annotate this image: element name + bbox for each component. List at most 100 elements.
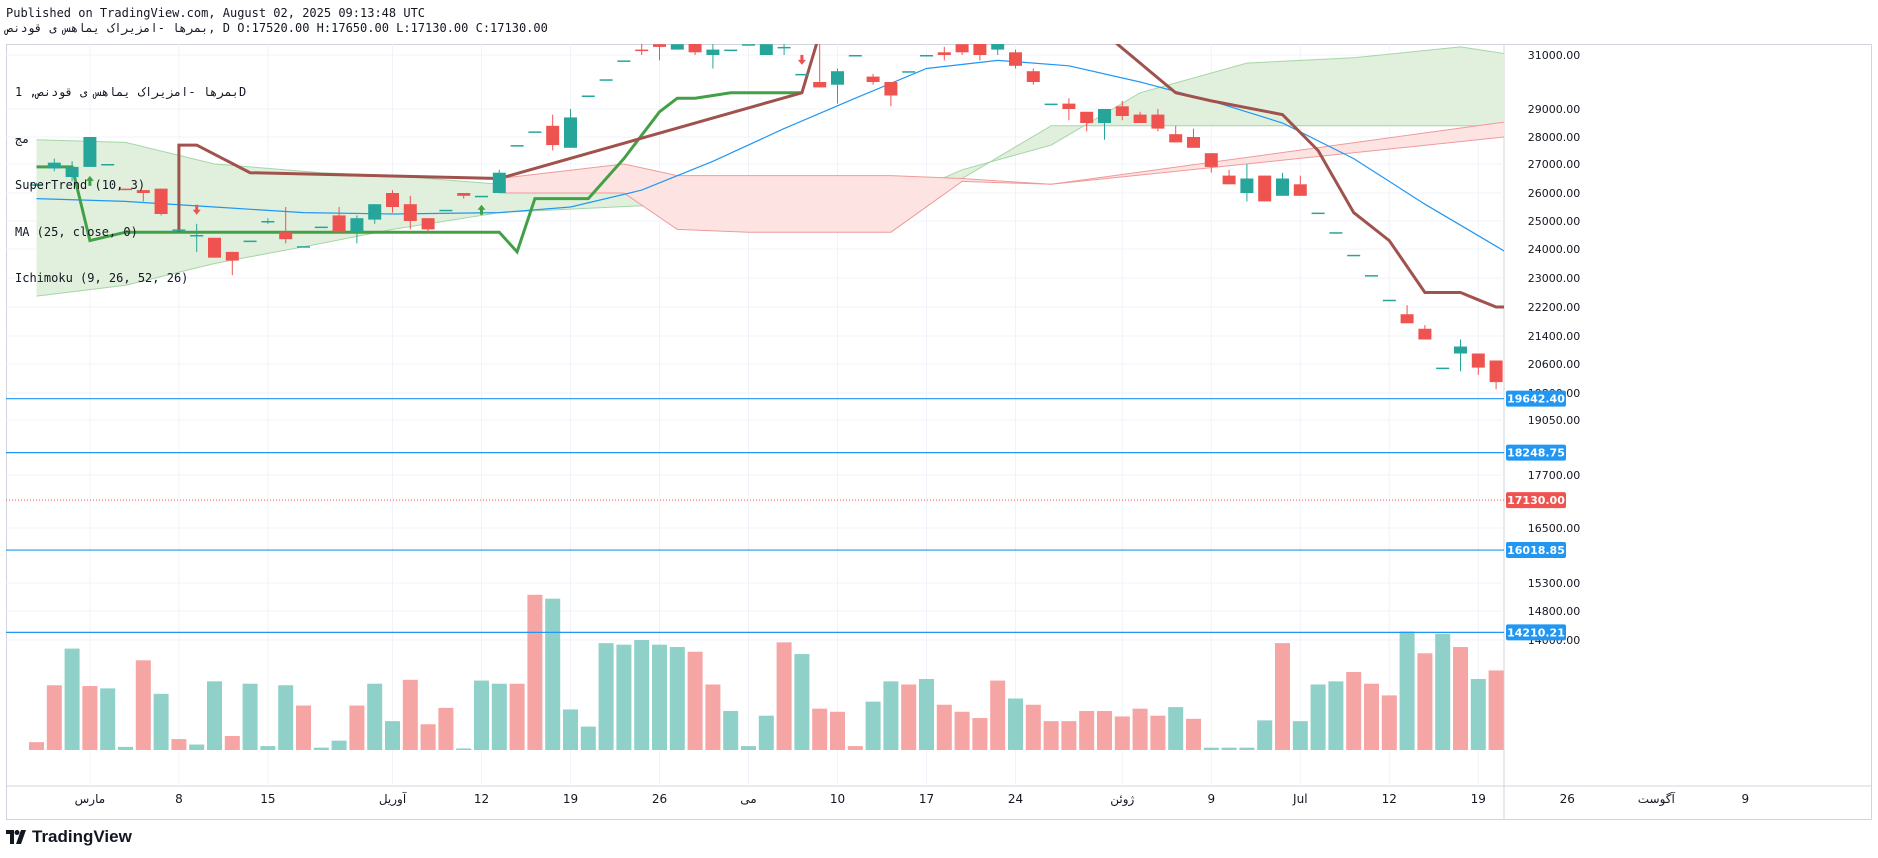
candle-body: [492, 172, 506, 193]
time-tick-label: 9: [1741, 792, 1749, 806]
level-label-bg: [1506, 624, 1566, 641]
candle-body: [1579, 345, 1592, 368]
chart-area[interactable]: 31000.00 29000.00 28000.00 27000.00 26000.00…: [6, 44, 1872, 820]
published-line: Published on TradingView.com, August 02,…: [6, 6, 426, 20]
volume-bar: [1257, 720, 1273, 750]
volume-bar: [331, 740, 347, 750]
volume-bar: [972, 718, 988, 750]
volume-bar: [1150, 715, 1166, 750]
volume-bar: [153, 693, 169, 750]
candle-body: [1009, 52, 1022, 66]
ma-line: [36, 59, 1504, 252]
chart-border: [6, 44, 1872, 820]
candle-body: [670, 44, 684, 50]
price-tick-label: 28000.00: [1528, 131, 1581, 144]
volume-bar: [456, 748, 472, 750]
candle-body: [243, 240, 257, 243]
volume-bar: [46, 685, 62, 750]
volume-bar: [367, 683, 383, 750]
volume-bar: [1310, 684, 1326, 750]
candle-body: [1133, 114, 1147, 123]
candle-body: [759, 44, 773, 55]
volume-bar: [1346, 672, 1362, 750]
candle-body: [1187, 137, 1200, 148]
price-tick-label: 24000.00: [1528, 243, 1581, 256]
candle-body: [190, 235, 204, 237]
candle-body: [1543, 354, 1556, 356]
candle-body: [973, 44, 987, 55]
chart-header: Published on TradingView.com, August 02,…: [6, 6, 548, 36]
plot-layer: [6, 44, 1698, 786]
volume-bar: [1221, 747, 1237, 750]
volume-bar: [189, 744, 205, 750]
ichimoku-cloud-red-fill: [499, 122, 1504, 233]
candle-body: [564, 117, 577, 148]
volume-bar: [634, 640, 650, 750]
volume-bar: [1292, 721, 1308, 750]
candle-body: [1098, 109, 1111, 123]
volume-bar: [1239, 747, 1255, 750]
level-label-bg: [1506, 542, 1566, 559]
time-tick-label: می: [740, 792, 756, 806]
volume-bar: [1008, 698, 1023, 750]
volume-bar: [385, 721, 400, 750]
candle-body: [617, 60, 631, 62]
time-tick-label: 19: [1471, 792, 1486, 806]
level-label-bg: [1506, 390, 1566, 407]
candle-body: [1650, 407, 1663, 411]
volume-bar: [1275, 643, 1290, 750]
time-tick-label: مارس: [75, 792, 106, 807]
candle-body: [1668, 434, 1681, 436]
volume-bar: [1453, 647, 1468, 750]
brand-name: TradingView: [32, 827, 132, 846]
buy-signal-icon: [85, 175, 94, 186]
time-tick-label: Jul: [1292, 792, 1307, 806]
candle-body: [1400, 314, 1414, 324]
volume-bar: [1470, 679, 1486, 750]
volume-bar: [402, 679, 418, 750]
tradingview-brand[interactable]: TradingView: [6, 827, 132, 847]
time-tick-label: آگوست: [1638, 791, 1676, 807]
candle-body: [920, 55, 933, 57]
candle-body: [225, 251, 239, 261]
volume-bar: [616, 644, 632, 750]
candle-body: [688, 44, 702, 53]
price-tick-label: 27000.00: [1528, 158, 1581, 171]
volume-bar: [1595, 650, 1610, 750]
candle-body: [1365, 275, 1378, 277]
volume-bar: [1097, 711, 1112, 750]
candle-body: [1685, 463, 1698, 465]
candle-body: [581, 95, 595, 97]
volume-bar: [1524, 684, 1539, 750]
volume-bar: [919, 679, 934, 750]
candle-body: [154, 188, 168, 214]
volume-bar: [1542, 727, 1557, 750]
volume-bar: [847, 746, 863, 750]
volume-bar: [830, 711, 845, 750]
volume-bar: [794, 654, 810, 750]
price-tick-label: 19050.00: [1528, 414, 1581, 427]
volume-bar: [1435, 633, 1451, 750]
price-chart[interactable]: 31000.00 29000.00 28000.00 27000.00 26000.00…: [6, 44, 1872, 820]
legend-supertrend[interactable]: SuperTrend (10, 3): [15, 178, 146, 192]
symbol-ohlc-line: بمرها -امزیراک یماهس ی قودنص, D O:17520.…: [6, 21, 548, 35]
level-label: 16018.85: [1507, 544, 1565, 557]
legend-ma[interactable]: MA (25, close, 0): [15, 224, 138, 239]
candle-body: [475, 195, 488, 198]
volume-bar: [171, 739, 187, 750]
candle-body: [599, 79, 613, 81]
time-tick-label: 24: [1008, 792, 1023, 806]
candle-body: [83, 137, 97, 167]
volume-bar: [580, 726, 596, 750]
volume-bar: [1328, 681, 1344, 750]
volume-bar: [1114, 716, 1130, 750]
candle-body: [1222, 175, 1236, 185]
time-tick-label: 26: [652, 792, 667, 806]
legend-ichimoku[interactable]: Ichimoku (9, 26, 52, 26): [15, 271, 189, 285]
candle-body: [528, 131, 542, 133]
candle-body: [1276, 178, 1289, 196]
volume-bar: [474, 680, 489, 750]
volume-bar: [100, 688, 116, 750]
price-tick-label: 14800.00: [1528, 605, 1581, 618]
candle-body: [208, 237, 221, 258]
